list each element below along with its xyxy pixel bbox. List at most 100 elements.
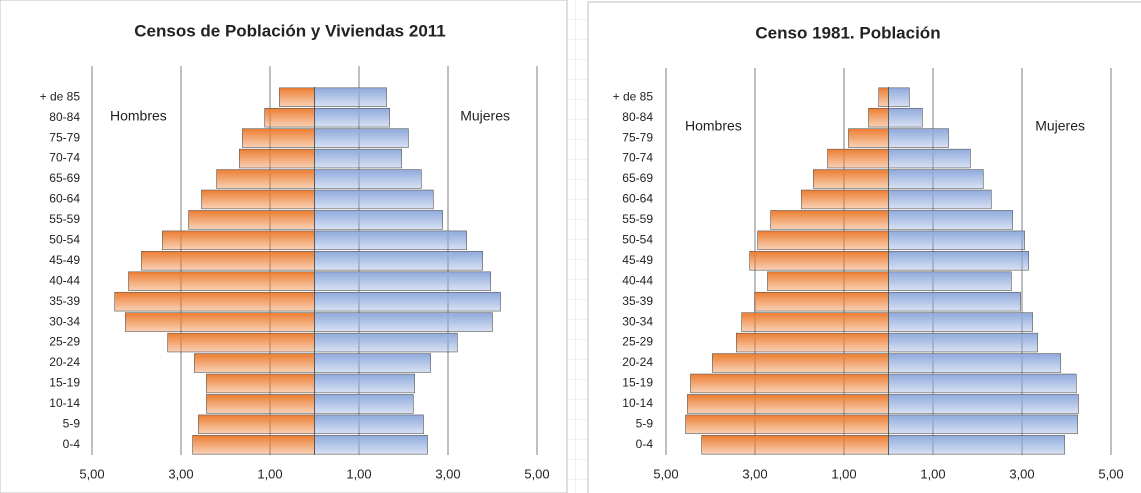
x-tick-label: 1,00 (920, 466, 945, 481)
bar (141, 251, 315, 271)
bar (868, 107, 889, 128)
x-tick-label: 5,00 (653, 466, 678, 481)
bar (888, 230, 1025, 251)
bar (206, 373, 315, 394)
bar (690, 373, 889, 394)
y-tick-label: 70-74 (49, 151, 80, 165)
bar (888, 312, 1033, 332)
bar (167, 332, 315, 353)
bar (128, 271, 315, 291)
x-tick-label: 1,00 (831, 466, 856, 481)
y-tick-label: 55-59 (622, 212, 653, 226)
y-tick-label: 30-34 (49, 314, 80, 328)
y-tick-label: 80-84 (49, 110, 80, 124)
bar (888, 332, 1038, 353)
bar (314, 210, 443, 230)
y-tick-label: 5-9 (63, 417, 81, 431)
bar (888, 210, 1013, 230)
bar (238, 148, 315, 169)
bar (242, 128, 315, 148)
bar (314, 169, 422, 189)
bar (314, 291, 501, 312)
y-tick-label: 50-54 (622, 233, 653, 247)
series-label: Hombres (110, 108, 167, 124)
bar (279, 87, 315, 107)
bar (812, 169, 889, 189)
bar (749, 251, 889, 271)
bar (800, 189, 889, 210)
bar (264, 107, 315, 128)
bar (314, 373, 415, 394)
bar (201, 189, 315, 210)
y-tick-label: 55-59 (49, 212, 80, 226)
y-tick-label: 20-24 (622, 355, 653, 369)
chart-title: Censo 1981. Población (755, 23, 940, 42)
bar (888, 87, 910, 107)
bar (888, 128, 949, 148)
x-tick-label: 3,00 (1009, 466, 1034, 481)
bar (206, 394, 315, 414)
bar (314, 128, 409, 148)
x-tick-label: 1,00 (346, 466, 371, 481)
bar (827, 148, 889, 169)
bar (888, 414, 1078, 435)
x-tick-label: 5,00 (79, 466, 104, 481)
bar (711, 353, 889, 373)
y-tick-label: 65-69 (49, 171, 80, 185)
y-tick-label: 50-54 (49, 233, 80, 247)
y-tick-label: 15-19 (49, 376, 80, 390)
bar (888, 189, 992, 210)
bar (125, 312, 315, 332)
bar (162, 230, 315, 251)
bar (770, 210, 889, 230)
y-tick-label: 25-29 (49, 335, 80, 349)
bar (767, 271, 889, 291)
x-tick-label: 1,00 (257, 466, 282, 481)
y-tick-label: 25-29 (622, 335, 653, 349)
y-tick-label: 35-39 (49, 294, 80, 308)
series-label: Mujeres (1035, 118, 1085, 134)
y-tick-label: 10-14 (622, 396, 653, 410)
bar (198, 414, 315, 435)
y-tick-label: + de 85 (40, 89, 81, 103)
y-tick-label: 60-64 (49, 192, 80, 206)
bar (888, 169, 984, 189)
bar (216, 169, 315, 189)
bar (685, 414, 889, 435)
y-tick-label: 40-44 (49, 273, 80, 287)
bar (888, 435, 1066, 455)
bar (878, 87, 889, 107)
y-tick-label: 15-19 (622, 376, 653, 390)
bar (314, 189, 434, 210)
series-label: Hombres (685, 118, 742, 134)
x-tick-label: 5,00 (524, 466, 549, 481)
y-tick-label: 30-34 (622, 314, 653, 328)
bar (314, 353, 431, 373)
bar (314, 394, 414, 414)
x-tick-label: 3,00 (742, 466, 767, 481)
bar (848, 128, 889, 148)
bar (314, 230, 467, 251)
bar (888, 353, 1062, 373)
y-tick-label: 60-64 (622, 192, 653, 206)
x-tick-label: 5,00 (1098, 466, 1123, 481)
y-tick-label: 0-4 (636, 437, 654, 451)
y-tick-label: 75-79 (49, 130, 80, 144)
y-tick-label: 40-44 (622, 273, 653, 287)
y-tick-label: 80-84 (622, 110, 653, 124)
bar (687, 394, 889, 414)
bar (314, 107, 391, 128)
bar (888, 251, 1029, 271)
bar (314, 332, 458, 353)
y-tick-label: 5-9 (636, 417, 654, 431)
y-tick-label: + de 85 (613, 89, 654, 103)
bar (314, 435, 428, 455)
y-tick-label: 70-74 (622, 151, 653, 165)
bar (314, 312, 493, 332)
x-tick-label: 3,00 (435, 466, 460, 481)
series-label: Mujeres (460, 108, 510, 124)
bar (314, 87, 387, 107)
bar (754, 291, 889, 312)
